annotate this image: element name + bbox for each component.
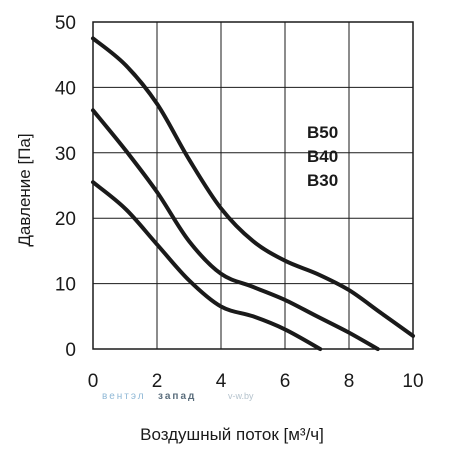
x-tick-labels: 0 2 4 6 8 10 (88, 371, 424, 392)
y-tick-label: 50 (55, 13, 76, 34)
x-tick-label: 6 (280, 371, 291, 392)
y-tick-label: 30 (55, 144, 76, 165)
series-line-b30 (91, 180, 323, 351)
y-tick-label: 20 (55, 209, 76, 230)
watermark: вентэл запад v-w.by (102, 391, 254, 402)
series-line-b50 (91, 36, 415, 338)
y-tick-label: 0 (65, 340, 76, 361)
y-tick-labels: 0 10 20 30 40 50 (55, 13, 76, 361)
watermark-part3: v-w.by (228, 391, 254, 401)
watermark-part1: вентэл (102, 391, 146, 402)
legend: B50 B40 B30 (307, 123, 338, 190)
watermark-part2: запад (158, 391, 196, 402)
x-axis-title: Воздушный поток [м³/ч] (140, 425, 324, 444)
x-tick-label: 2 (152, 371, 163, 392)
y-tick-label: 10 (55, 275, 76, 296)
legend-label-b30: B30 (307, 171, 338, 190)
x-tick-label: 8 (344, 371, 355, 392)
series-line-b40 (91, 108, 380, 351)
plot-frame (92, 21, 414, 350)
legend-label-b50: B50 (307, 123, 338, 142)
curves (91, 36, 415, 351)
legend-label-b40: B40 (307, 147, 338, 166)
x-tick-label: 4 (216, 371, 227, 392)
x-tick-label: 10 (402, 371, 423, 392)
y-tick-label: 40 (55, 78, 76, 99)
y-axis-title: Давление [Па] (15, 133, 34, 246)
x-tick-label: 0 (88, 371, 99, 392)
